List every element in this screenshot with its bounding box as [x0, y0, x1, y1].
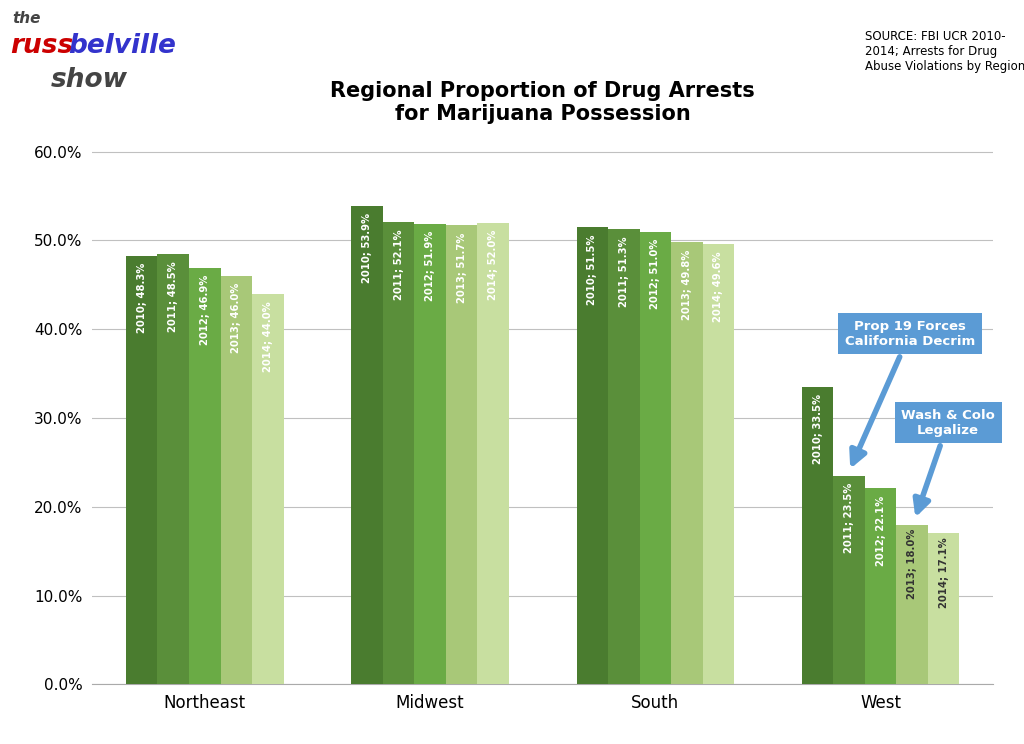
Bar	[865, 488, 896, 684]
Text: Wash & Colo
Legalize: Wash & Colo Legalize	[901, 408, 995, 512]
Text: the: the	[12, 11, 41, 26]
Text: 2010; 48.3%: 2010; 48.3%	[137, 263, 146, 333]
Text: 2010; 53.9%: 2010; 53.9%	[362, 213, 372, 283]
Text: 2012; 22.1%: 2012; 22.1%	[876, 496, 886, 565]
Bar	[896, 525, 928, 684]
Text: 2011; 51.3%: 2011; 51.3%	[618, 236, 629, 307]
Text: 2014; 17.1%: 2014; 17.1%	[939, 537, 948, 608]
Text: 2013; 51.7%: 2013; 51.7%	[457, 232, 467, 303]
Text: 2012; 46.9%: 2012; 46.9%	[200, 275, 210, 345]
Text: 2013; 49.8%: 2013; 49.8%	[682, 249, 692, 320]
Bar	[252, 294, 284, 684]
Text: show: show	[51, 67, 128, 93]
Bar	[220, 276, 252, 684]
Text: Prop 19 Forces
California Decrim: Prop 19 Forces California Decrim	[845, 320, 975, 463]
Text: 2010; 33.5%: 2010; 33.5%	[813, 394, 822, 464]
Bar	[928, 533, 959, 684]
Text: 2012; 51.9%: 2012; 51.9%	[425, 231, 435, 301]
Text: 2011; 23.5%: 2011; 23.5%	[844, 483, 854, 554]
Bar	[671, 243, 702, 684]
Text: 2013; 46.0%: 2013; 46.0%	[231, 283, 242, 353]
Text: 2011; 48.5%: 2011; 48.5%	[168, 261, 178, 332]
Bar	[415, 224, 445, 684]
Text: 2010; 51.5%: 2010; 51.5%	[588, 234, 597, 305]
Bar	[126, 256, 158, 684]
Bar	[383, 222, 415, 684]
Text: 2012; 51.0%: 2012; 51.0%	[650, 239, 660, 309]
Bar	[577, 227, 608, 684]
Text: SOURCE: FBI UCR 2010-
2014; Arrests for Drug
Abuse Violations by Region: SOURCE: FBI UCR 2010- 2014; Arrests for …	[865, 30, 1024, 73]
Bar	[351, 206, 383, 684]
Title: Regional Proportion of Drug Arrests
for Marijuana Possession: Regional Proportion of Drug Arrests for …	[331, 81, 755, 124]
Text: russ: russ	[10, 33, 74, 60]
Text: belville: belville	[69, 33, 176, 60]
Bar	[702, 244, 734, 684]
Bar	[158, 254, 189, 684]
Bar	[834, 476, 865, 684]
Text: 2011; 52.1%: 2011; 52.1%	[393, 229, 403, 300]
Bar	[608, 229, 640, 684]
Bar	[640, 231, 671, 684]
Text: 2014; 52.0%: 2014; 52.0%	[488, 230, 498, 300]
Bar	[189, 268, 220, 684]
Bar	[802, 387, 834, 684]
Text: 2014; 44.0%: 2014; 44.0%	[263, 301, 272, 371]
Bar	[477, 222, 509, 684]
Text: 2013; 18.0%: 2013; 18.0%	[907, 529, 918, 600]
Bar	[445, 225, 477, 684]
Text: 2014; 49.6%: 2014; 49.6%	[714, 251, 723, 321]
